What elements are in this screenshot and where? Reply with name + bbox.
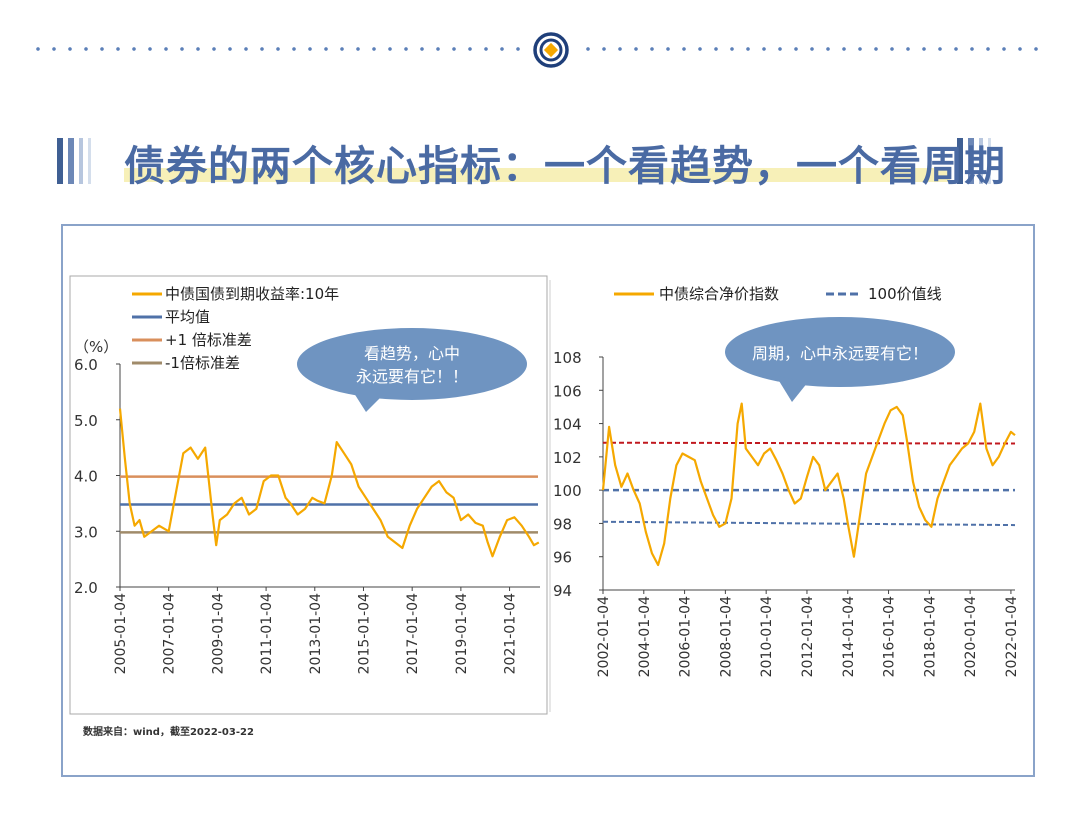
right-index-series-line <box>601 402 1016 567</box>
right-x-tick-label: 2008-01-04 <box>718 596 734 677</box>
left-callout-text-line2: 永远要有它！！ <box>356 367 468 386</box>
decorative-dots-right <box>580 47 1050 51</box>
left-y-tick-label: 5.0 <box>74 412 98 430</box>
left-legend-label: 平均值 <box>165 308 210 326</box>
right-y-tick-label: 108 <box>553 349 582 367</box>
right-callout-tail <box>776 376 808 402</box>
page-headline: 债券的两个核心指标：一个看趋势，一个看周期 <box>124 142 1006 190</box>
left-chart-panel <box>69 275 548 715</box>
right-x-tick-label: 2002-01-04 <box>596 596 612 677</box>
right-y-tick-label: 96 <box>553 549 572 567</box>
title-bars-right <box>957 138 991 184</box>
left-callout-bubble <box>297 328 527 400</box>
right-y-tick-label: 94 <box>553 582 572 600</box>
right-y-tick-label: 102 <box>553 449 582 467</box>
right-y-tick-label: 98 <box>553 515 572 533</box>
logo-icon <box>533 32 569 68</box>
right-x-tick-label: 2020-01-04 <box>963 596 979 677</box>
right-x-tick-label: 2012-01-04 <box>800 596 816 677</box>
left-y-axis-label: （%） <box>74 338 118 356</box>
right-x-tick-label: 2018-01-04 <box>922 596 938 677</box>
right-x-tick-label: 2004-01-04 <box>637 596 653 677</box>
left-callout-tail <box>352 390 382 412</box>
right-callout-bubble <box>725 317 955 387</box>
left-x-tick-label: 2007-01-04 <box>162 593 178 674</box>
chart-frame <box>61 224 1035 777</box>
left-callout-text-line1: 看趋势，心中 <box>364 344 460 363</box>
left-yield-series-line <box>118 408 540 558</box>
source-note: 数据来自：wind，截至2022-03-22 <box>83 727 254 738</box>
right-callout-text: 周期，心中永远要有它！ <box>752 344 928 363</box>
right-x-tick-label: 2022-01-04 <box>1004 596 1020 677</box>
left-x-tick-label: 2019-01-04 <box>454 593 470 674</box>
right-legend-label: 100价值线 <box>868 285 942 303</box>
right-legend-label: 中债综合净价指数 <box>659 285 779 303</box>
left-x-tick-label: 2013-01-04 <box>308 593 324 674</box>
left-x-tick-label: 2017-01-04 <box>405 593 421 674</box>
headline-highlight <box>124 168 950 182</box>
left-y-tick-label: 4.0 <box>74 468 98 486</box>
left-x-tick-label: 2005-01-04 <box>113 593 129 674</box>
left-legend-label: 中债国债到期收益率:10年 <box>165 285 339 303</box>
left-legend-label: -1倍标准差 <box>165 354 240 372</box>
right-x-tick-label: 2006-01-04 <box>678 596 694 677</box>
right-x-tick-label: 2010-01-04 <box>759 596 775 677</box>
left-y-tick-label: 2.0 <box>74 579 98 597</box>
left-x-tick-label: 2009-01-04 <box>210 593 226 674</box>
title-bars-left <box>57 138 91 184</box>
right-y-tick-label: 104 <box>553 416 582 434</box>
right-upper-trend-line <box>602 441 1016 445</box>
left-y-tick-label: 3.0 <box>74 523 98 541</box>
left-x-tick-label: 2015-01-04 <box>356 593 372 674</box>
left-legend-label: +1 倍标准差 <box>165 331 252 349</box>
right-y-tick-label: 100 <box>553 482 582 500</box>
right-x-tick-label: 2014-01-04 <box>841 596 857 677</box>
right-lower-trend-line <box>602 520 1016 527</box>
left-x-tick-label: 2021-01-04 <box>503 593 519 674</box>
decorative-dots-left <box>30 47 530 51</box>
right-x-tick-label: 2016-01-04 <box>882 596 898 677</box>
left-x-tick-label: 2011-01-04 <box>259 593 275 674</box>
left-y-tick-label: 6.0 <box>74 356 98 374</box>
right-y-tick-label: 106 <box>553 382 582 400</box>
